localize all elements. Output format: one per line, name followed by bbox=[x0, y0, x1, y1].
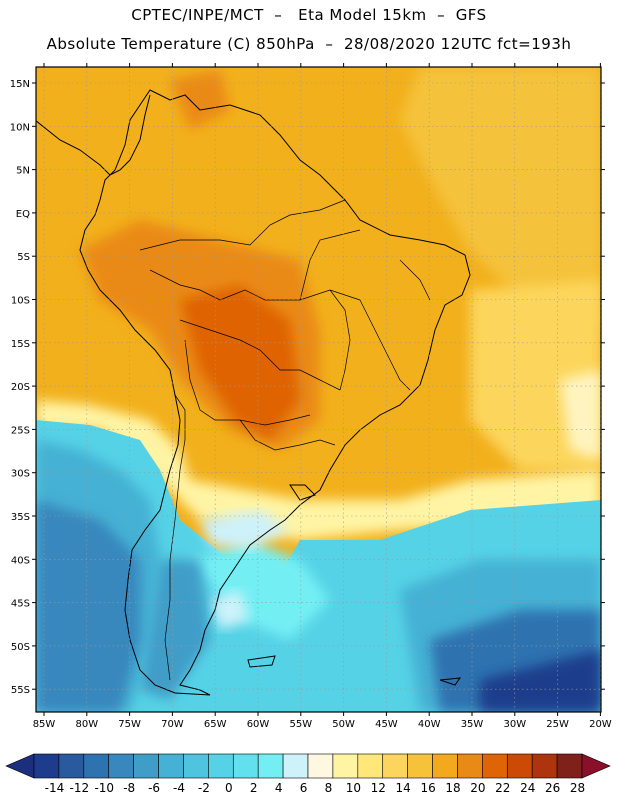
lat-label: 10N bbox=[10, 122, 30, 133]
colorbar-label: -2 bbox=[198, 781, 210, 795]
lon-label: 25W bbox=[546, 719, 569, 730]
lat-label: 5S bbox=[17, 252, 30, 263]
colorbar-segment bbox=[382, 753, 408, 779]
lon-label: 40W bbox=[418, 719, 441, 730]
colorbar-label: -10 bbox=[94, 781, 114, 795]
colorbar-segment bbox=[332, 753, 359, 779]
colorbar-label: 18 bbox=[445, 781, 460, 795]
colorbar-label: 20 bbox=[470, 781, 485, 795]
lon-label: 60W bbox=[247, 719, 270, 730]
lon-label: 80W bbox=[75, 719, 98, 730]
colorbar-label: 6 bbox=[300, 781, 308, 795]
lat-label: 30S bbox=[11, 469, 30, 480]
lat-label: 25S bbox=[11, 425, 30, 436]
colorbar-segment bbox=[506, 753, 533, 779]
colorbar-label: -6 bbox=[148, 781, 160, 795]
lon-label: 55W bbox=[289, 719, 312, 730]
colorbar-segment bbox=[232, 753, 259, 779]
lat-label: 35S bbox=[11, 512, 30, 523]
lon-label: 30W bbox=[503, 719, 526, 730]
colorbar-label: 16 bbox=[420, 781, 435, 795]
colorbar-under-arrow bbox=[5, 753, 35, 779]
country-borders bbox=[139, 199, 431, 681]
lat-label: 45S bbox=[11, 599, 30, 610]
colorbar-label: 2 bbox=[250, 781, 258, 795]
lon-label: 75W bbox=[118, 719, 141, 730]
colorbar-label: -4 bbox=[173, 781, 185, 795]
longitude-labels: 85W 80W 75W 70W 65W 60W 55W 50W 45W 40W 35W 30W 25W 2… bbox=[33, 719, 612, 730]
lat-label: EQ bbox=[16, 209, 30, 220]
axis-ticks bbox=[32, 63, 605, 716]
colorbar-label: 14 bbox=[396, 781, 411, 795]
lat-label: 15N bbox=[10, 79, 30, 90]
lon-label: 70W bbox=[161, 719, 184, 730]
colorbar-label: 28 bbox=[570, 781, 585, 795]
colorbar-segment bbox=[183, 753, 209, 779]
colorbar-label: 4 bbox=[275, 781, 283, 795]
lat-label: 5N bbox=[16, 166, 30, 177]
colorbar-segment bbox=[407, 753, 433, 779]
lat-label: 55S bbox=[11, 685, 30, 696]
lat-label: 40S bbox=[11, 555, 30, 566]
colorbar-segment bbox=[457, 753, 483, 779]
temperature-field bbox=[36, 67, 601, 712]
colorbar-segment bbox=[58, 753, 85, 779]
colorbar-label: -14 bbox=[45, 781, 65, 795]
colorbar-label: 12 bbox=[371, 781, 386, 795]
colorbar-over-arrow bbox=[581, 753, 611, 779]
colorbar-label: 0 bbox=[225, 781, 233, 795]
colorbar-segment bbox=[108, 753, 134, 779]
colorbar-label: -8 bbox=[123, 781, 135, 795]
lat-label: 10S bbox=[11, 296, 30, 307]
coastlines bbox=[36, 89, 471, 696]
latitude-labels: 15N 10N 5N EQ 5S 10S 15S 20S 25S 30S 35S 40S 45S 50S 5… bbox=[10, 79, 30, 696]
lon-label: 20W bbox=[589, 719, 612, 730]
colorbar-segment bbox=[133, 753, 159, 779]
colorbar-segment bbox=[531, 753, 558, 779]
colorbar-segment bbox=[307, 753, 334, 779]
colorbar-segment bbox=[158, 753, 184, 779]
lat-label: 20S bbox=[11, 382, 30, 393]
map-frame bbox=[35, 66, 602, 713]
colorbar-segment bbox=[482, 753, 508, 779]
lon-label: 50W bbox=[332, 719, 355, 730]
lon-label: 35W bbox=[461, 719, 484, 730]
lat-label: 15S bbox=[11, 339, 30, 350]
colorbar-segment bbox=[282, 753, 309, 779]
colorbar-segment bbox=[33, 753, 60, 779]
colorbar-label: -12 bbox=[70, 781, 90, 795]
lat-label: 50S bbox=[11, 642, 30, 653]
map-title: CPTEC/INPE/MCT – Eta Model 15km – GFS bbox=[131, 6, 487, 24]
colorbar-label: 10 bbox=[346, 781, 361, 795]
colorbar-segment bbox=[257, 753, 284, 779]
colorbar-segment bbox=[556, 753, 583, 779]
colorbar-segment bbox=[83, 753, 110, 779]
lon-label: 65W bbox=[204, 719, 227, 730]
colorbar-segment bbox=[432, 753, 458, 779]
map-subtitle: Absolute Temperature (C) 850hPa – 28/08/… bbox=[46, 35, 572, 53]
colorbar-label: 22 bbox=[495, 781, 510, 795]
colorbar-label: 8 bbox=[325, 781, 333, 795]
colorbar: -14 -12 -10 -8 -6 -4 -2 0 2 4 6 8 10 12 14 16 18 20 22 24 26… bbox=[5, 753, 611, 795]
lon-label: 85W bbox=[33, 719, 56, 730]
colorbar-segment bbox=[357, 753, 384, 779]
colorbar-label: 24 bbox=[520, 781, 535, 795]
colorbar-label: 26 bbox=[545, 781, 560, 795]
lon-label: 45W bbox=[375, 719, 398, 730]
colorbar-segment bbox=[208, 753, 234, 779]
